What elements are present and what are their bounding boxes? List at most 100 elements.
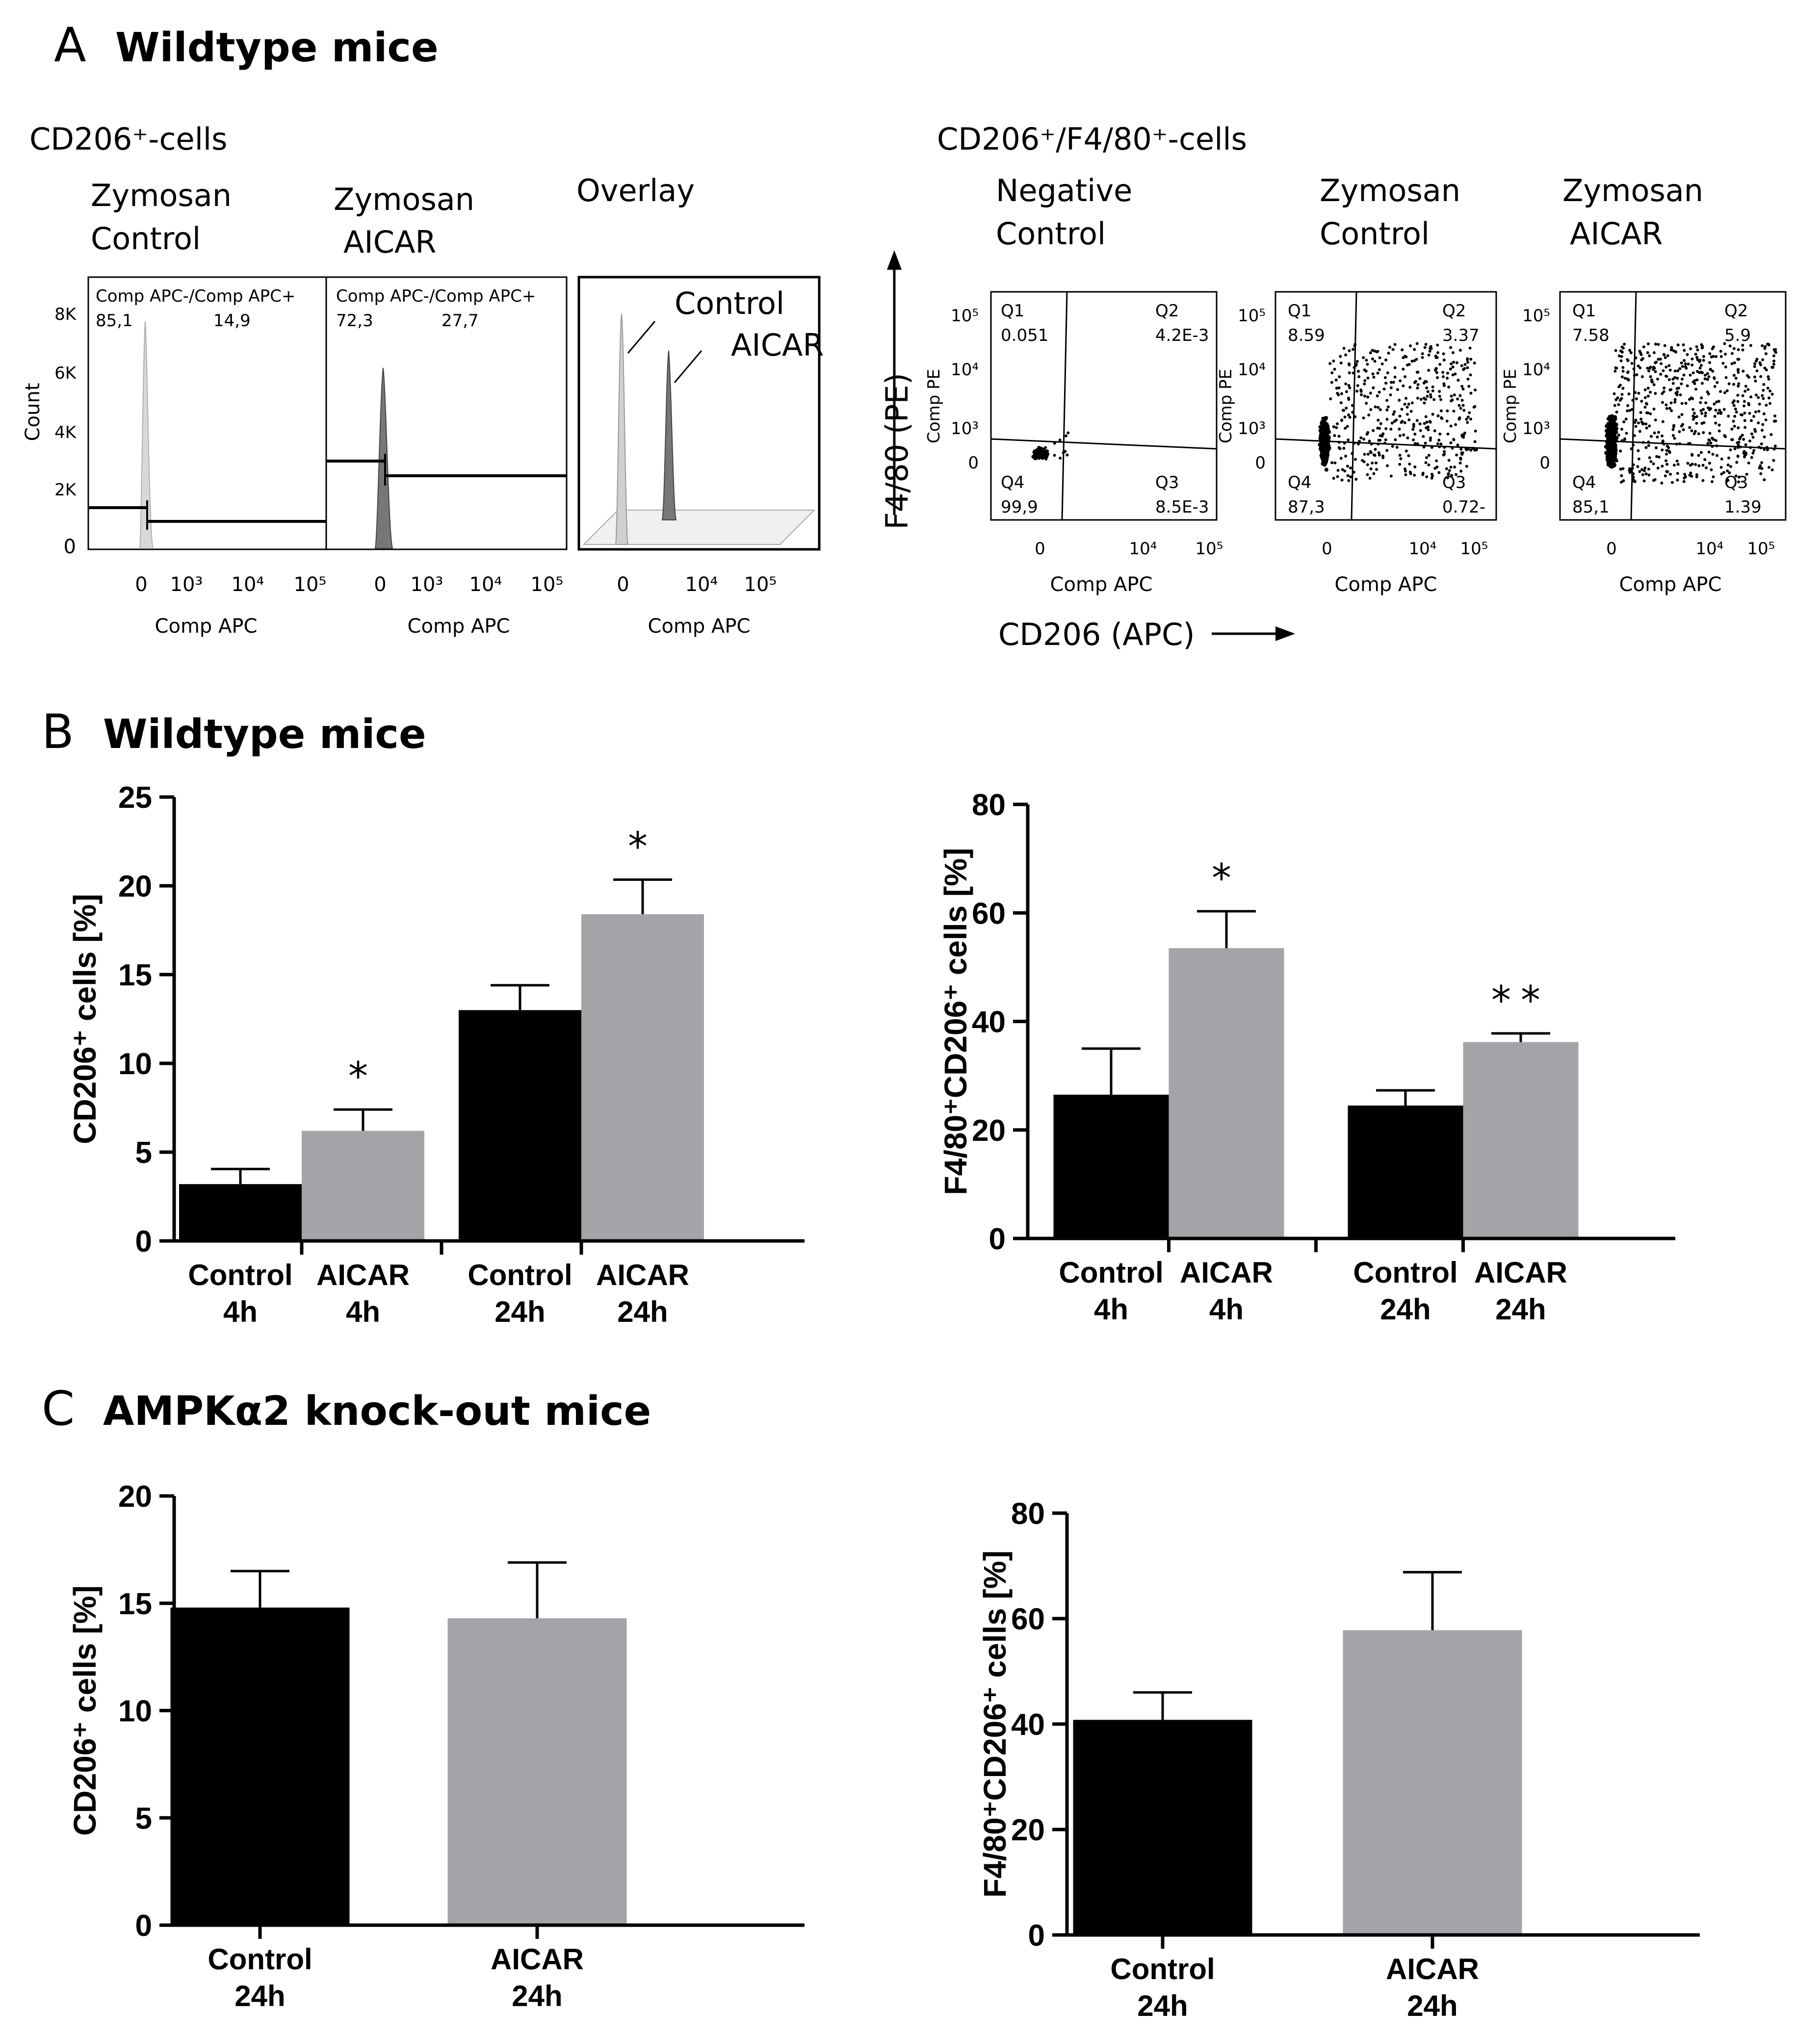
scattered-event-dot bbox=[1466, 361, 1470, 364]
scattered-event-dot bbox=[1431, 389, 1434, 392]
scattered-event-dot bbox=[1662, 369, 1665, 372]
cluster-event-dot bbox=[1324, 467, 1328, 472]
scattered-event-dot bbox=[1643, 388, 1647, 391]
scattered-event-dot bbox=[1730, 427, 1734, 431]
scattered-event-dot bbox=[1620, 355, 1623, 358]
scattered-event-dot bbox=[1750, 432, 1754, 436]
scattered-event-dot bbox=[1717, 429, 1721, 433]
scattered-event-dot bbox=[1348, 371, 1351, 375]
scattered-event-dot bbox=[1773, 444, 1777, 448]
scattered-event-dot bbox=[1408, 386, 1412, 389]
scattered-event-dot bbox=[1669, 388, 1673, 391]
cluster-event-dot bbox=[1612, 463, 1617, 467]
category-label: AICAR bbox=[1180, 1256, 1273, 1289]
scattered-event-dot bbox=[1371, 349, 1374, 352]
scattered-event-dot bbox=[1727, 382, 1731, 386]
scattered-event-dot bbox=[1635, 373, 1638, 376]
bar-aicar-24h bbox=[1343, 1630, 1522, 1935]
hist2-title-line1: Zymosan bbox=[334, 181, 474, 217]
scattered-event-dot bbox=[1416, 396, 1419, 400]
scattered-event-dot bbox=[1764, 418, 1768, 421]
scattered-event-dot bbox=[1438, 432, 1442, 436]
scattered-event-dot bbox=[1656, 435, 1659, 438]
category-label: Control bbox=[1110, 1953, 1215, 1985]
scattered-event-dot bbox=[1429, 436, 1432, 439]
scattered-event-dot bbox=[1706, 390, 1709, 393]
scattered-event-dot bbox=[1449, 367, 1452, 371]
scattered-event-dot bbox=[1774, 351, 1777, 354]
scattered-event-dot bbox=[1682, 428, 1685, 432]
scattered-event-dot bbox=[1737, 348, 1740, 351]
hist2-title-line2: AICAR bbox=[343, 224, 436, 260]
scattered-event-dot bbox=[1761, 429, 1764, 432]
scattered-event-dot bbox=[1362, 416, 1365, 420]
scattered-event-dot bbox=[1644, 472, 1648, 476]
scatter1-events bbox=[1318, 342, 1478, 482]
scattered-event-dot bbox=[1631, 474, 1634, 477]
scattered-event-dot bbox=[1751, 436, 1755, 439]
scattered-event-dot bbox=[1424, 415, 1428, 418]
scatter1-ylabel: Comp PE bbox=[1216, 369, 1236, 443]
scattered-event-dot bbox=[1365, 359, 1368, 362]
scattered-event-dot bbox=[1673, 369, 1677, 373]
chart-c-cd206: Control 24h AICAR 24h 0 5 10 15 20 CD206⁺ cells [… bbox=[67, 1480, 805, 2012]
scattered-event-dot bbox=[1742, 400, 1746, 403]
scattered-event-dot bbox=[1675, 391, 1678, 394]
hist1-right-pct: 14,9 bbox=[213, 311, 251, 331]
scatter1-xtick-2: 10⁵ bbox=[1460, 539, 1488, 559]
scattered-event-dot bbox=[1385, 408, 1389, 412]
scattered-event-dot bbox=[1378, 390, 1381, 394]
scattered-event-dot bbox=[1723, 342, 1726, 345]
scattered-event-dot bbox=[1699, 409, 1703, 412]
scattered-event-dot bbox=[1458, 394, 1462, 397]
scattered-event-dot bbox=[1385, 449, 1389, 452]
scattered-event-dot bbox=[1764, 352, 1768, 356]
scattered-event-dot bbox=[1612, 392, 1616, 395]
scattered-event-dot bbox=[1474, 429, 1477, 433]
scattered-event-dot bbox=[1648, 456, 1651, 460]
scattered-event-dot bbox=[1389, 428, 1393, 431]
cluster-event-dot bbox=[1325, 445, 1329, 450]
scattered-event-dot bbox=[1774, 348, 1777, 351]
scattered-event-dot bbox=[1684, 362, 1687, 365]
cluster-event-dot bbox=[1611, 444, 1615, 448]
scattered-event-dot bbox=[1665, 449, 1668, 452]
scattered-event-dot bbox=[1647, 369, 1651, 373]
scattered-event-dot bbox=[1614, 366, 1617, 369]
scattered-event-dot bbox=[1339, 361, 1343, 365]
scattered-event-dot bbox=[1701, 464, 1705, 467]
scattered-event-dot bbox=[1436, 351, 1440, 355]
scattered-event-dot bbox=[1646, 351, 1649, 354]
scattered-event-dot bbox=[1722, 408, 1726, 411]
scattered-event-dot bbox=[1425, 380, 1428, 384]
scattered-event-dot bbox=[1639, 353, 1643, 356]
scattered-event-dot bbox=[1710, 480, 1714, 484]
scattered-event-dot bbox=[1378, 356, 1381, 360]
scattered-event-dot bbox=[1449, 441, 1453, 444]
scattered-event-dot bbox=[1642, 479, 1646, 483]
bar-control-24h bbox=[170, 1607, 350, 1925]
scattered-event-dot bbox=[1393, 366, 1397, 369]
scattered-event-dot bbox=[1344, 427, 1347, 430]
scattered-event-dot bbox=[1446, 432, 1450, 436]
scattered-event-dot bbox=[1392, 381, 1395, 384]
scattered-event-dot bbox=[1391, 348, 1395, 351]
scattered-event-dot bbox=[1694, 353, 1697, 356]
scattered-event-dot bbox=[1732, 419, 1735, 423]
scattered-event-dot bbox=[1386, 464, 1389, 467]
overlay-xtick-1: 10⁴ bbox=[685, 573, 718, 596]
scattered-event-dot bbox=[1691, 414, 1695, 418]
scattered-event-dot bbox=[1457, 404, 1461, 407]
scattered-event-dot bbox=[1767, 342, 1770, 346]
scattered-event-dot bbox=[1613, 404, 1616, 407]
scattered-event-dot bbox=[1759, 375, 1763, 378]
scattered-event-dot bbox=[1337, 386, 1341, 389]
scatter2-q3-value: 1.39 bbox=[1724, 497, 1762, 517]
scattered-event-dot bbox=[1411, 428, 1415, 431]
scattered-event-dot bbox=[1402, 433, 1405, 437]
scattered-event-dot bbox=[1757, 410, 1761, 413]
scattered-event-dot bbox=[1763, 366, 1767, 370]
scattered-event-dot bbox=[1348, 415, 1352, 419]
scattered-event-dot bbox=[1735, 461, 1739, 464]
scattered-event-dot bbox=[1701, 345, 1704, 348]
